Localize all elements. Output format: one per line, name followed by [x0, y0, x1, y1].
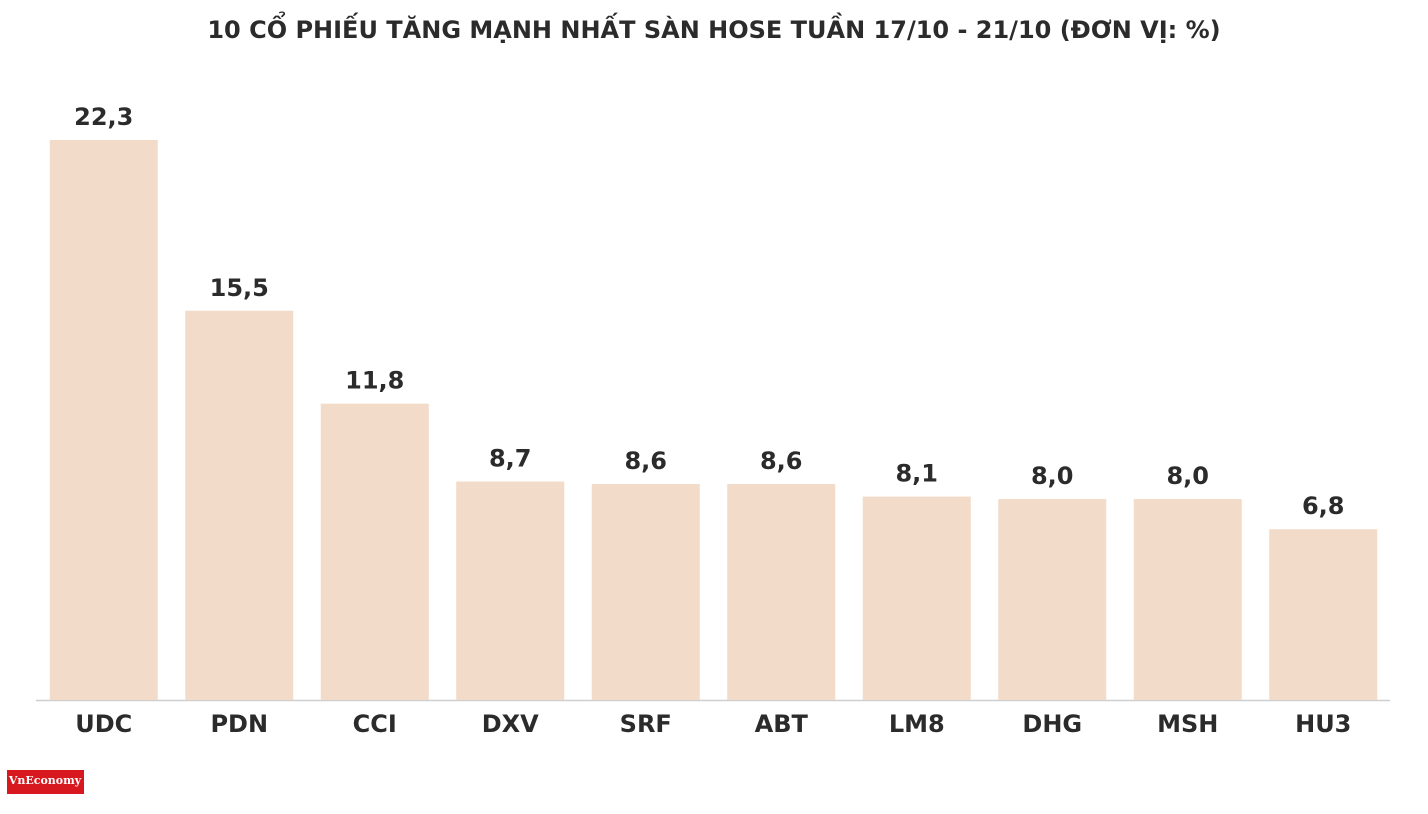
value-label: 8,0 — [1031, 462, 1074, 490]
x-tick-label: HU3 — [1295, 710, 1351, 738]
bar — [1133, 499, 1242, 700]
bar — [862, 496, 971, 700]
value-label: 8,1 — [895, 460, 938, 488]
bar — [320, 403, 429, 700]
bar — [998, 499, 1107, 700]
bar — [727, 484, 836, 700]
value-label: 8,6 — [760, 447, 803, 475]
value-label: 11,8 — [345, 367, 404, 395]
x-tick-label: ABT — [755, 710, 809, 738]
x-tick-label: DHG — [1022, 710, 1082, 738]
chart-title: 10 CỔ PHIẾU TĂNG MẠNH NHẤT SÀN HOSE TUẦN… — [207, 9, 1220, 44]
x-tick-label: PDN — [210, 710, 268, 738]
value-label: 8,7 — [489, 445, 532, 473]
logo-box — [7, 770, 84, 794]
value-label: 6,8 — [1302, 492, 1345, 520]
bar — [591, 484, 700, 700]
value-label: 15,5 — [210, 274, 269, 302]
value-label: 8,6 — [624, 447, 667, 475]
bar — [1269, 529, 1378, 700]
x-tick-label: UDC — [75, 710, 132, 738]
bar — [456, 481, 565, 700]
x-tick-label: MSH — [1157, 710, 1218, 738]
x-tick-label: SRF — [620, 710, 672, 738]
x-tick-label: CCI — [353, 710, 397, 738]
value-label: 22,3 — [74, 103, 133, 131]
bar — [185, 310, 294, 700]
x-tick-label: DXV — [482, 710, 539, 738]
logo: VnEconomy — [8, 774, 82, 787]
bar — [49, 140, 158, 700]
x-tick-label: LM8 — [889, 710, 945, 738]
value-label: 8,0 — [1166, 462, 1209, 490]
